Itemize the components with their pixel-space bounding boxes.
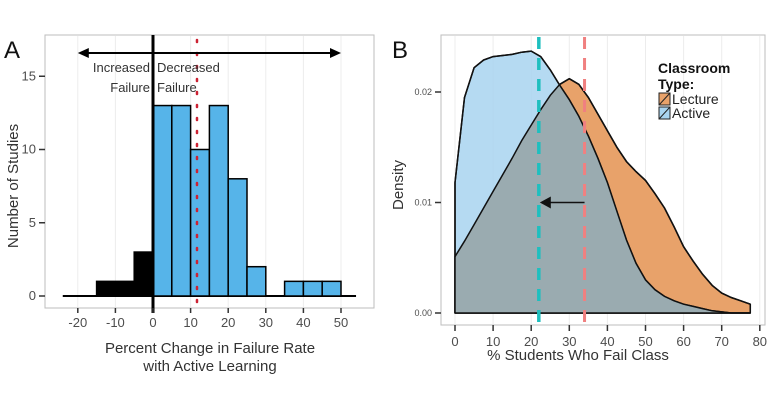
legend-title-line2: Type: xyxy=(658,76,694,92)
histogram-bar xyxy=(133,251,154,297)
y-tick-label: 15 xyxy=(22,68,36,83)
y-tick-label: 0.01 xyxy=(414,198,432,208)
y-tick-label: 5 xyxy=(29,215,36,230)
y-tick-label: 0 xyxy=(29,288,36,303)
arrow-right-head xyxy=(330,48,341,58)
legend-label-active: Active xyxy=(672,105,710,121)
x-tick-label: 0 xyxy=(451,334,458,349)
x-tick-label: 70 xyxy=(714,334,728,349)
annotation-increased: Increased xyxy=(93,60,150,75)
y-tick-label: 0.00 xyxy=(414,308,432,318)
x-tick-label: 60 xyxy=(676,334,690,349)
x-tick-label: -10 xyxy=(106,315,125,330)
legend-swatch-active-slash xyxy=(658,106,671,120)
annotation-increased-failure: Failure xyxy=(110,80,150,95)
annotation-decreased-failure: Failure xyxy=(157,80,197,95)
legend: Classroom Type: Lecture Active xyxy=(658,60,730,121)
histogram-bar xyxy=(171,104,192,297)
histogram-bar xyxy=(189,148,211,297)
legend-title: Classroom xyxy=(658,60,730,76)
density-areas xyxy=(454,37,752,324)
density-line-active xyxy=(454,50,751,314)
bars-a xyxy=(62,35,357,313)
histogram-bar xyxy=(152,104,173,297)
x-tick-label: 50 xyxy=(638,334,652,349)
x-tick-label: 0 xyxy=(149,315,156,330)
x-axis-label-a: Percent Change in Failure Rate xyxy=(105,340,315,357)
x-tick-label: 80 xyxy=(753,334,767,349)
panel-b: B 0 10 20 30 40 50 60 70 80 0.00 0.01 0.02 Classroo… xyxy=(390,34,767,364)
histogram-bar xyxy=(246,265,267,297)
shift-arrow-head xyxy=(539,196,551,209)
axes-b: 0 10 20 30 40 50 60 70 80 0.00 0.01 0.02 xyxy=(414,87,767,349)
histogram-bar xyxy=(321,280,342,297)
y-axis-label-b: Density xyxy=(390,159,407,210)
legend-label-lecture: Lecture xyxy=(672,91,719,107)
x-tick-label: 50 xyxy=(334,315,348,330)
x-tick-label: 20 xyxy=(221,315,235,330)
x-tick-label: 10 xyxy=(486,334,500,349)
density-line-lecture xyxy=(454,77,751,305)
y-axis-label-a: Number of Studies xyxy=(5,124,22,248)
panel-label-a: A xyxy=(4,37,20,64)
x-tick-label: 40 xyxy=(600,334,614,349)
histogram-bar xyxy=(95,280,135,297)
histogram-bar xyxy=(227,178,248,297)
annotation-decreased: Decreased xyxy=(157,60,220,75)
panel-a: A -20 -10 0 10 20 30 40 50 0 5 10 15 Increased Fail… xyxy=(4,34,375,375)
y-tick-label: 10 xyxy=(22,142,36,157)
x-axis-label-b: % Students Who Fail Class xyxy=(487,347,669,364)
density-overlap xyxy=(455,85,751,314)
histogram-bar xyxy=(208,104,229,297)
y-tick-label: 0.02 xyxy=(414,87,432,97)
legend-swatch-lecture-slash xyxy=(658,92,671,106)
histogram-bar xyxy=(302,280,323,297)
axes-a: -20 -10 0 10 20 30 40 50 0 5 10 15 xyxy=(22,68,349,330)
x-tick-label: 20 xyxy=(524,334,538,349)
x-tick-label: 30 xyxy=(562,334,576,349)
histogram-bar xyxy=(283,280,305,297)
x-tick-label: 40 xyxy=(296,315,310,330)
x-axis-label-a-line2: with Active Learning xyxy=(142,358,276,375)
panel-label-b: B xyxy=(392,37,408,64)
x-tick-label: 30 xyxy=(259,315,273,330)
x-tick-label: 10 xyxy=(183,315,197,330)
arrow-left-head xyxy=(77,48,89,58)
x-tick-label: -20 xyxy=(68,315,87,330)
